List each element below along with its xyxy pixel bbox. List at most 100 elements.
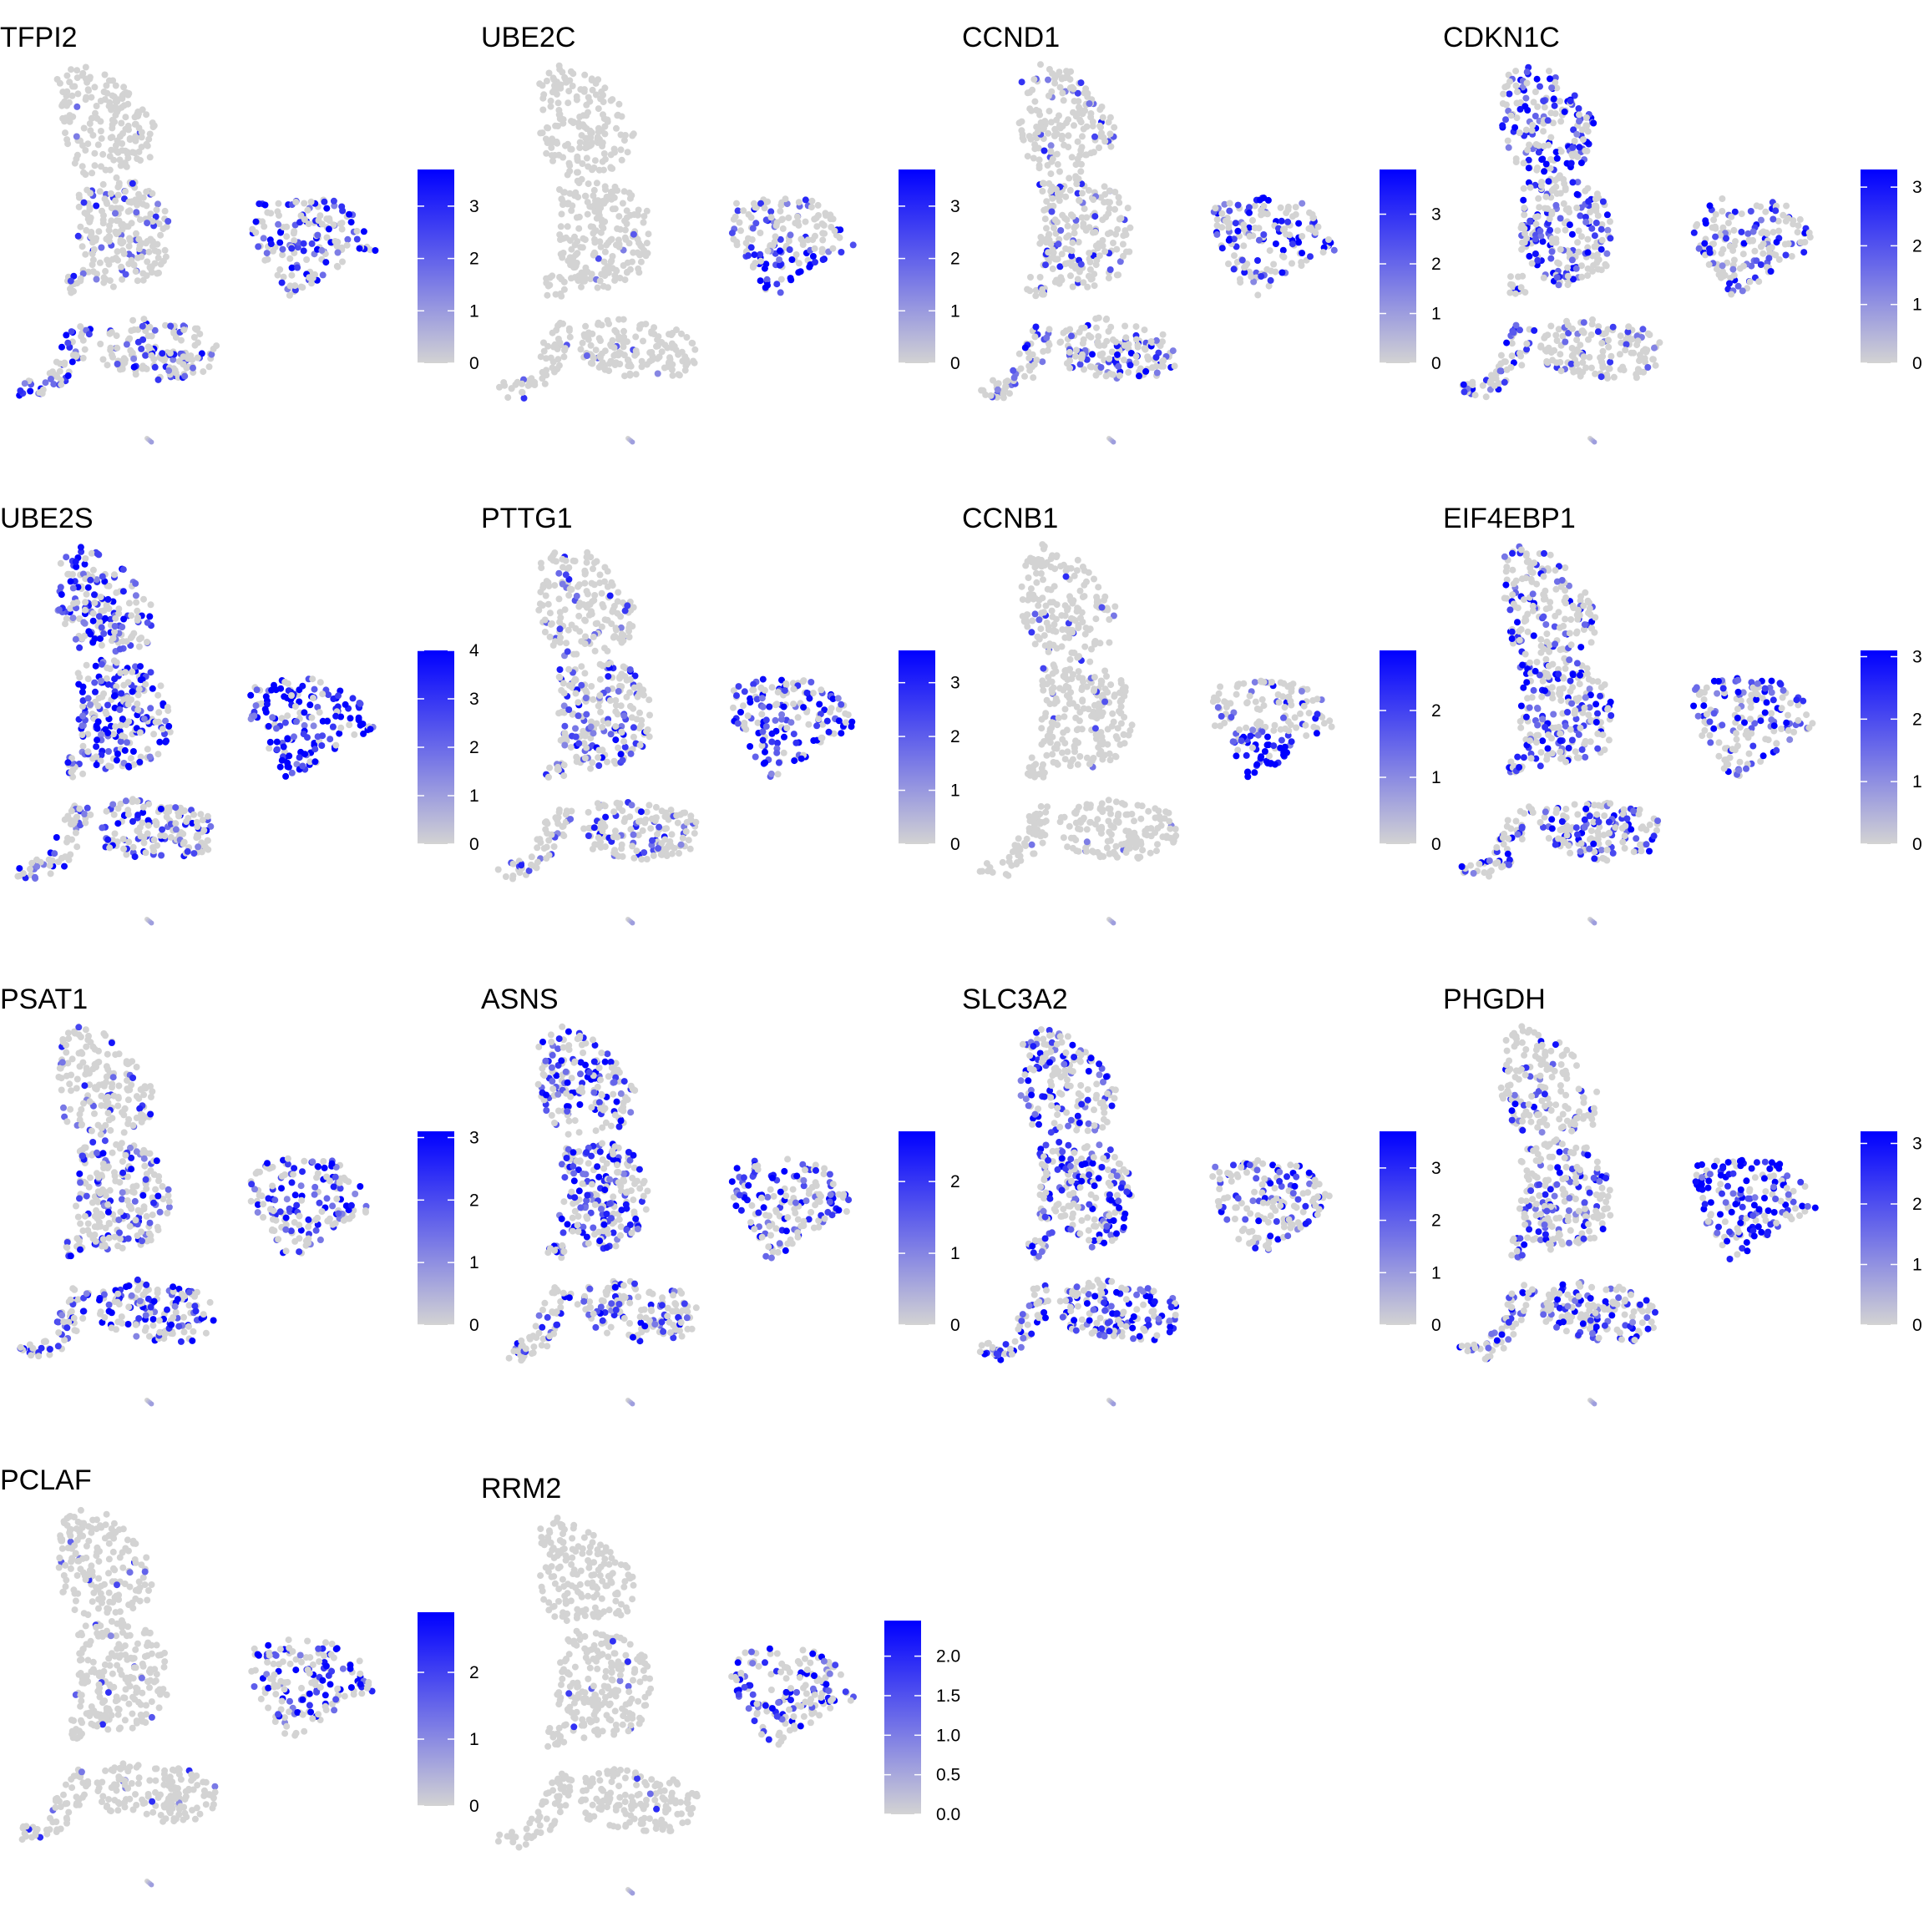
cell-point <box>1790 220 1796 227</box>
cell-point <box>291 733 297 740</box>
cell-point <box>1268 277 1274 284</box>
cell-point <box>140 195 147 201</box>
legend-tick-label: 3 <box>950 197 960 216</box>
cell-point <box>39 390 46 397</box>
cell-point <box>183 818 190 825</box>
cell-point <box>1730 227 1737 234</box>
cell-point <box>1644 364 1651 371</box>
cell-point <box>1608 353 1614 360</box>
cell-point <box>1537 342 1544 349</box>
cell-point <box>651 331 657 337</box>
cell-point <box>1050 155 1056 162</box>
cell-point <box>1513 83 1520 89</box>
legend-tick-label: 3 <box>1431 205 1441 225</box>
cell-point <box>552 123 559 129</box>
cell-point <box>591 824 598 831</box>
cell-point <box>768 214 775 220</box>
cell-point <box>504 394 511 401</box>
cell-point <box>795 714 802 721</box>
cell-point <box>668 331 675 338</box>
cell-point <box>1707 202 1714 209</box>
cell-point <box>1142 368 1149 375</box>
cell-point <box>554 86 560 93</box>
cell-point <box>282 720 289 726</box>
cell-point <box>587 128 594 134</box>
cell-point <box>1079 352 1086 358</box>
cell-point <box>1509 352 1516 359</box>
cell-point <box>500 379 507 386</box>
cell-point <box>1693 223 1699 230</box>
cell-point <box>1051 565 1058 572</box>
cell-point <box>582 236 589 243</box>
cell-point <box>108 763 114 770</box>
cell-point <box>1480 382 1486 389</box>
cell-point <box>126 336 133 342</box>
cell-point <box>89 261 96 268</box>
cell-point <box>113 589 119 596</box>
cell-point <box>1487 377 1494 384</box>
cell-point <box>1048 586 1055 593</box>
cell-point <box>88 94 94 101</box>
cell-point <box>549 330 556 336</box>
cell-point <box>338 204 345 210</box>
cell-point <box>568 275 575 281</box>
cell-point <box>1744 230 1751 237</box>
cell-point <box>279 280 286 286</box>
cell-point <box>1605 365 1612 372</box>
cell-point <box>79 703 86 710</box>
cell-point <box>1031 99 1038 105</box>
cell-point <box>130 630 137 637</box>
cell-point <box>1640 347 1647 354</box>
cell-point <box>128 612 134 619</box>
cell-point <box>303 256 310 263</box>
cell-point <box>1565 205 1572 212</box>
cell-point <box>803 196 809 203</box>
cell-point <box>1031 333 1038 340</box>
cell-point <box>1536 204 1542 210</box>
cell-points <box>16 64 378 445</box>
cell-point <box>360 721 367 727</box>
cell-point <box>1019 78 1025 85</box>
cell-point <box>1532 113 1539 119</box>
cell-point <box>791 757 797 764</box>
cell-point <box>61 99 68 105</box>
cell-point <box>99 625 105 631</box>
cell-point <box>622 744 629 751</box>
cell-point <box>572 558 579 564</box>
cell-point <box>1022 344 1029 351</box>
cell-point <box>74 152 81 159</box>
cell-point <box>1084 124 1091 130</box>
cell-point <box>113 83 119 89</box>
cell-point <box>311 746 318 752</box>
cell-point <box>582 618 589 625</box>
cell-point <box>740 702 747 709</box>
cell-point <box>173 827 180 833</box>
cell-point <box>1092 615 1099 622</box>
cell-point <box>100 212 107 219</box>
cell-point <box>268 687 275 694</box>
cell-point <box>1261 210 1268 217</box>
cell-point <box>1573 131 1580 138</box>
cell-point <box>601 130 608 137</box>
cell-point <box>144 366 150 372</box>
cell-point <box>1585 128 1592 134</box>
cell-point <box>592 648 599 655</box>
cell-point <box>156 739 163 746</box>
cell-point <box>843 719 849 726</box>
cell-point <box>1534 76 1541 83</box>
cell-point <box>599 321 605 328</box>
cell-point <box>97 260 104 266</box>
cell-point <box>611 344 618 351</box>
cell-points <box>1460 64 1814 445</box>
cell-point <box>568 246 575 253</box>
cell-point <box>1516 129 1523 136</box>
cell-point <box>1061 97 1067 104</box>
legend-tick-label: 0 <box>950 835 960 854</box>
cell-point <box>69 821 76 827</box>
cell-point <box>566 162 573 169</box>
cell-point <box>311 722 317 729</box>
cell-point <box>1046 93 1052 99</box>
cell-point <box>98 163 104 169</box>
